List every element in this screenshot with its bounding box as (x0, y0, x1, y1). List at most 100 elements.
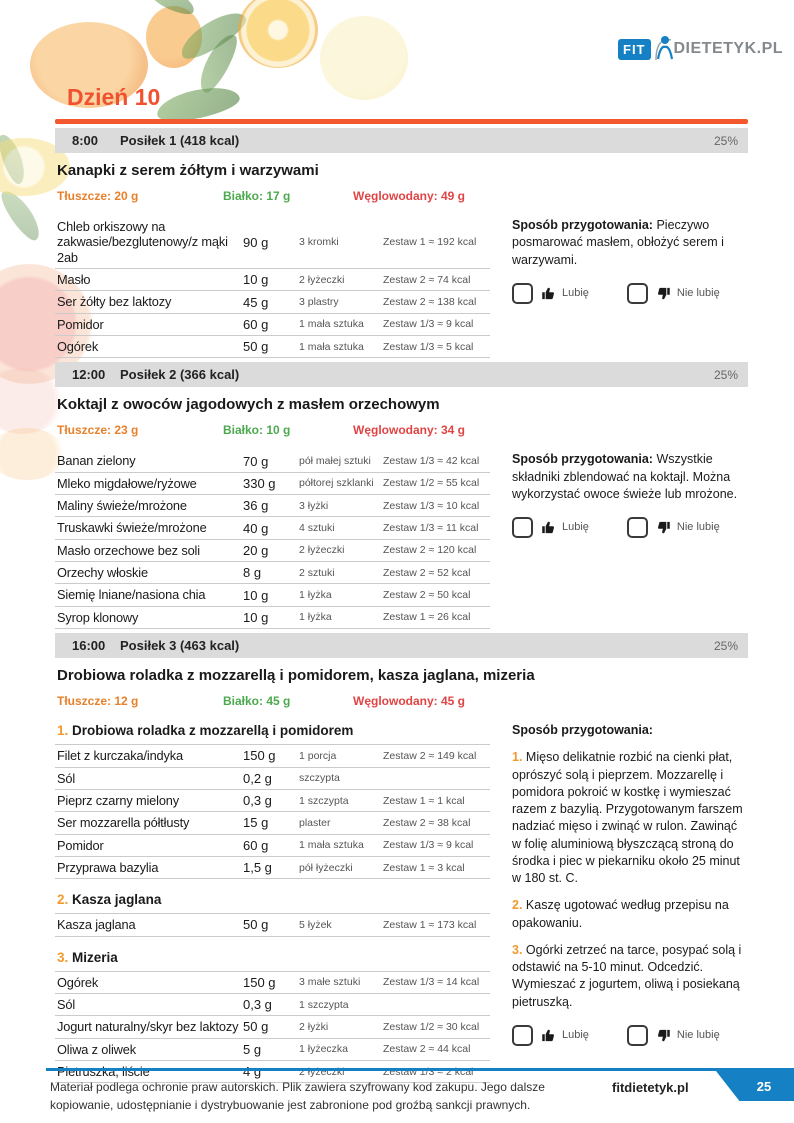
dislike-option[interactable]: Nie lubię (626, 1024, 720, 1046)
ingredient-set-kcal: Zestaw 1/2 ≈ 30 kcal (383, 1020, 480, 1033)
macro-fat: Tłuszcze: 20 g (57, 189, 139, 203)
ingredient-set-kcal: Zestaw 1 ≈ 192 kcal (383, 236, 477, 249)
ingredient-name: Pomidor (57, 316, 104, 332)
ingredient-name: Pomidor (57, 837, 104, 853)
ingredient-row: Sól 0,2 g szczypta (55, 768, 490, 790)
leaf-decoration (148, 0, 198, 19)
preparation-label: Sposób przygotowania: (512, 723, 653, 738)
footer-brand: fitdietetyk.pl (612, 1080, 689, 1095)
ingredient-row: Masło 10 g 2 łyżeczki Zestaw 2 ≈ 74 kcal (55, 269, 490, 292)
like-option[interactable]: Lubię (512, 282, 589, 304)
ingredient-row: Chleb orkiszowy na zakwasie/bezglutenowy… (55, 216, 490, 270)
footer-rule (46, 1068, 794, 1071)
rating-row: Lubię Nie lubię (512, 282, 748, 304)
ingredient-set-kcal: Zestaw 2 ≈ 120 kcal (383, 544, 477, 557)
copyright-notice: Materiał podlega ochronie praw autorskic… (50, 1080, 545, 1112)
ingredient-amount: 10 g (243, 609, 269, 625)
dislike-label: Nie lubię (676, 521, 720, 534)
preparation-step: 3. Ogórki zetrzeć na tarce, posypać solą… (512, 942, 742, 1009)
meal-title: Posiłek 3 (463 kcal) (120, 638, 240, 654)
macros-row: Tłuszcze: 12 g Białko: 45 g Węglowodany:… (57, 694, 748, 708)
macro-fat: Tłuszcze: 23 g (57, 423, 139, 438)
ingredient-measure: 4 sztuki (299, 522, 335, 535)
dislike-label: Nie lubię (676, 1028, 720, 1041)
ingredient-row: Sól 0,3 g 1 szczypta (55, 994, 490, 1017)
like-option[interactable]: Lubię (512, 517, 589, 539)
ingredient-name: Jogurt naturalny/skyr bez laktozy (57, 1019, 239, 1035)
dislike-checkbox[interactable] (626, 282, 648, 304)
ingredient-amount: 50 g (243, 339, 269, 355)
ingredient-set-kcal: Zestaw 2 ≈ 149 kcal (383, 749, 477, 762)
ingredient-name: Pieprz czarny mielony (57, 792, 180, 808)
ingredient-set-kcal: Zestaw 1/3 ≈ 11 kcal (383, 522, 479, 535)
ingredient-amount: 150 g (243, 974, 276, 990)
ingredient-name: Banan zielony (57, 453, 136, 469)
ingredient-set-kcal: Zestaw 1 ≈ 173 kcal (383, 918, 477, 931)
macro-carbs: Węglowodany: 34 g (353, 423, 466, 438)
ingredients-table: Chleb orkiszowy na zakwasie/bezglutenowy… (55, 216, 490, 359)
ingredient-row: Przyprawa bazylia 1,5 g pół łyżeczki Zes… (55, 857, 490, 880)
ingredient-set-kcal: Zestaw 2 ≈ 74 kcal (383, 273, 471, 286)
ingredient-set-kcal: Zestaw 2 ≈ 38 kcal (383, 816, 471, 829)
logo-fit-badge: FIT (618, 38, 651, 60)
recipe-title: Kanapki z serem żółtym i warzywami (57, 162, 319, 179)
ingredients-table: Banan zielony 70 g pół małej sztuki Zest… (55, 450, 490, 630)
like-label: Lubię (562, 1028, 589, 1041)
preparation-label: Sposób przygotowania: (512, 218, 653, 232)
thumb-down-icon (657, 1029, 670, 1042)
ingredient-row: Filet z kurczaka/indyka 150 g 1 porcja Z… (55, 745, 490, 768)
rating-row: Lubię Nie lubię (512, 517, 748, 539)
meal-header-bar: 8:00 Posiłek 1 (418 kcal) 25% (55, 128, 748, 153)
ingredient-measure: pół małej sztuki (299, 455, 371, 468)
ingredient-measure: 1 porcja (299, 749, 337, 762)
dislike-checkbox[interactable] (626, 1024, 648, 1046)
like-option[interactable]: Lubię (512, 1024, 589, 1046)
macro-fat: Tłuszcze: 12 g (57, 694, 139, 709)
meal-time: 12:00 (72, 367, 106, 383)
dislike-option[interactable]: Nie lubię (626, 517, 720, 539)
ingredient-row: Orzechy włoskie 8 g 2 sztuki Zestaw 2 ≈ … (55, 562, 490, 585)
ingredient-set-kcal: Zestaw 1/3 ≈ 9 kcal (383, 839, 474, 852)
ingredient-set-kcal: Zestaw 1/3 ≈ 42 kcal (383, 455, 480, 468)
ingredient-measure: półtorej szklanki (299, 477, 374, 490)
ingredient-name: Ogórek (57, 974, 99, 990)
ingredient-amount: 8 g (243, 565, 262, 581)
ingredient-measure: 1 łyżeczka (299, 1043, 349, 1056)
ingredient-measure: szczypta (299, 772, 340, 785)
ingredient-name: Ser mozzarella półtłusty (57, 815, 190, 831)
ingredient-row: Ser żółty bez laktozy 45 g 3 plastry Zes… (55, 291, 490, 314)
meal-section-3: 16:00 Posiłek 3 (463 kcal) 25% Drobiowa … (55, 633, 748, 1084)
like-checkbox[interactable] (512, 282, 533, 304)
logo-person-icon (654, 36, 673, 61)
ingredient-amount: 150 g (243, 748, 276, 764)
ingredient-name: Pietruszka, liście (57, 1063, 150, 1079)
ingredient-row: Maliny świeże/mrożone 36 g 3 łyżki Zesta… (55, 495, 490, 518)
fitdietetyk-logo: FIT DIETETYK.PL (618, 34, 783, 64)
ingredient-amount: 5 g (243, 1041, 262, 1057)
tangerine-photo (146, 6, 202, 68)
like-checkbox[interactable] (512, 1024, 533, 1046)
ingredient-row: Oliwa z oliwek 5 g 1 łyżeczka Zestaw 2 ≈… (55, 1039, 490, 1061)
meal-header-bar: 16:00 Posiłek 3 (463 kcal) 25% (55, 633, 748, 659)
thumb-down-icon (657, 287, 670, 299)
ingredient-amount: 60 g (243, 316, 269, 332)
dislike-checkbox[interactable] (626, 517, 648, 539)
ingredient-measure: 5 łyżek (299, 918, 332, 931)
ingredient-row: Pomidor 60 g 1 mała sztuka Zestaw 1/3 ≈ … (55, 314, 490, 337)
ingredient-measure: 2 łyżeczki (299, 273, 345, 286)
ingredient-name: Siemię lniane/nasiona chia (57, 587, 206, 603)
like-checkbox[interactable] (512, 517, 533, 539)
ingredient-measure: pół łyżeczki (299, 861, 353, 874)
dislike-option[interactable]: Nie lubię (626, 282, 720, 304)
thumb-up-icon (542, 521, 554, 534)
ingredient-measure: 3 łyżki (299, 499, 329, 512)
ingredient-amount: 70 g (243, 453, 269, 469)
recipe-title: Drobiowa roladka z mozzarellą i pomidore… (57, 667, 535, 685)
ingredient-amount: 0,3 g (243, 997, 272, 1013)
meal-percent: 25% (713, 133, 738, 148)
ingredient-set-kcal: Zestaw 1 ≈ 3 kcal (383, 861, 465, 874)
ingredient-set-kcal: Zestaw 2 ≈ 138 kcal (383, 296, 477, 309)
ingredient-name: Sól (57, 996, 76, 1012)
ingredient-row: Mleko migdałowe/ryżowe 330 g półtorej sz… (55, 473, 490, 496)
